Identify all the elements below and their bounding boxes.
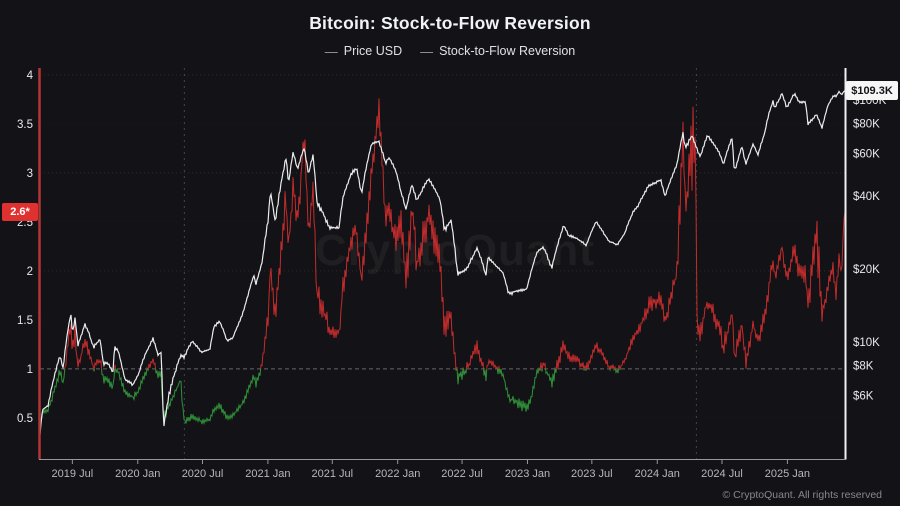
x-axis-tick-2022-Jan: 2022 Jan <box>375 468 420 480</box>
legend-dash-icon: — <box>420 43 434 59</box>
left-axis-tick-4: 4 <box>27 70 34 82</box>
right-axis-tick-$80K: $80K <box>853 118 880 130</box>
price-last-value-badge: $109.3K <box>846 81 898 100</box>
left-axis-tick-3: 3 <box>27 168 33 180</box>
left-axis-tick-3.5: 3.5 <box>17 119 33 131</box>
legend-label-price-usd: Price USD <box>343 44 403 58</box>
x-axis-tick-2021-Jul: 2021 Jul <box>311 468 353 480</box>
s2f-reversion-line-above-1 <box>64 98 846 369</box>
legend-dash-icon: — <box>324 43 338 59</box>
chart-title: Bitcoin: Stock-to-Flow Reversion <box>309 13 591 33</box>
x-axis-tick-2025-Jan: 2025 Jan <box>765 468 810 480</box>
legend-label-s2f-reversion: Stock-to-Flow Reversion <box>439 44 576 58</box>
price-usd-line <box>39 90 846 435</box>
x-axis-tick-2020-Jul: 2020 Jul <box>182 468 224 480</box>
right-axis-tick-$60K: $60K <box>853 149 880 161</box>
right-axis-tick-$10K: $10K <box>853 337 880 349</box>
x-axis-tick-2024-Jul: 2024 Jul <box>701 468 743 480</box>
s2f-last-value-badge: 2.6* <box>2 203 38 221</box>
x-axis-tick-2021-Jan: 2021 Jan <box>245 468 290 480</box>
s2f-reversion-line-below-1 <box>39 368 621 426</box>
left-axis-tick-1: 1 <box>27 364 33 376</box>
left-axis-tick-1.5: 1.5 <box>17 315 33 327</box>
x-axis-tick-2020-Jan: 2020 Jan <box>115 468 160 480</box>
chart-legend: — Price USD — Stock-to-Flow Reversion <box>0 44 900 58</box>
right-axis-tick-$40K: $40K <box>853 191 880 203</box>
left-axis-tick-2: 2 <box>27 266 33 278</box>
x-axis-tick-2023-Jul: 2023 Jul <box>571 468 613 480</box>
right-axis-tick-$20K: $20K <box>853 264 880 276</box>
copyright-footer: © CryptoQuant. All rights reserved <box>722 489 882 501</box>
x-axis-tick-2023-Jan: 2023 Jan <box>505 468 550 480</box>
x-axis-tick-2022-Jul: 2022 Jul <box>441 468 483 480</box>
x-axis-tick-2024-Jan: 2024 Jan <box>635 468 680 480</box>
right-axis-tick-$6K: $6K <box>853 391 874 403</box>
x-axis-tick-2019-Jul: 2019 Jul <box>52 468 94 480</box>
left-axis-tick-0.5: 0.5 <box>17 413 33 425</box>
legend-item-s2f-reversion[interactable]: — Stock-to-Flow Reversion <box>420 44 575 58</box>
legend-item-price-usd[interactable]: — Price USD <box>325 44 402 58</box>
right-axis-tick-$8K: $8K <box>853 360 874 372</box>
